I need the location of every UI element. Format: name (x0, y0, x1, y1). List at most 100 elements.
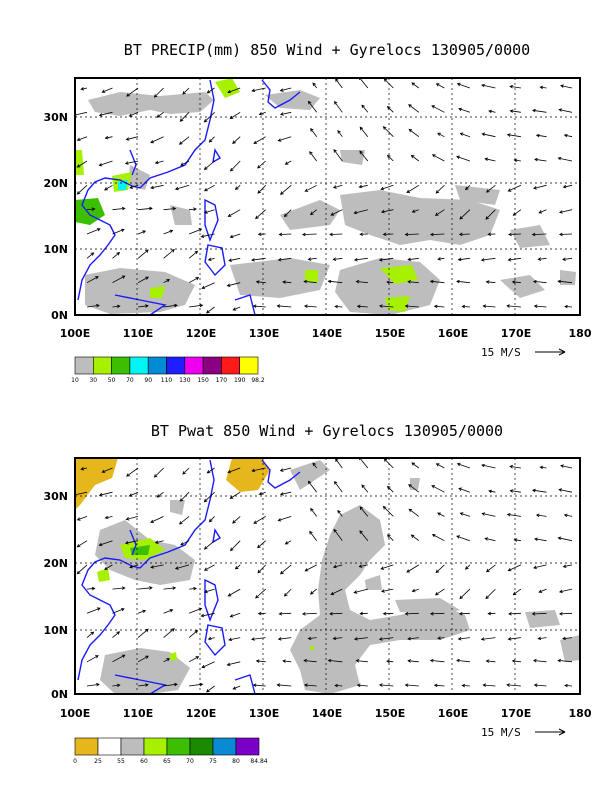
wind-vector (539, 85, 547, 90)
wind-vector (76, 540, 88, 548)
wind-vector (484, 537, 496, 542)
wind-vector (359, 530, 369, 541)
wind-vector (380, 588, 394, 593)
wind-vector (330, 209, 343, 216)
wind-vector (189, 303, 204, 308)
wind-vector (538, 588, 547, 593)
wind-vector (150, 564, 164, 569)
wind-vector (411, 588, 419, 593)
lat-label: 0N (51, 309, 68, 322)
wind-vector (277, 637, 292, 641)
colorbar-label: 150 (197, 377, 209, 384)
pwat-gridlines (75, 458, 580, 694)
wind-vector (174, 184, 190, 191)
wind-vector (80, 466, 88, 471)
wind-vector (227, 209, 241, 217)
lon-label: 110E (123, 327, 153, 340)
wind-vector (138, 586, 153, 590)
colorbar-label: 90 (144, 377, 152, 384)
wind-vector (279, 87, 292, 92)
wind-vector (557, 536, 573, 542)
wind-vector (334, 480, 343, 493)
wind-vector (456, 658, 470, 663)
wind-vector (310, 128, 318, 137)
wind-vector (257, 611, 266, 616)
wind-vector (562, 257, 573, 261)
wind-vector (458, 232, 470, 237)
wind-vector (276, 683, 292, 687)
wind-vector (560, 464, 573, 469)
wind-vector (481, 463, 496, 469)
wind-vector (309, 209, 317, 216)
lat-label: 20N (43, 177, 68, 190)
wind-vector (560, 84, 573, 89)
precip-reference-vector: 15 M/S (481, 346, 566, 359)
lon-label: 170E (501, 327, 531, 340)
wind-vector (279, 467, 292, 472)
wind-vector (539, 465, 547, 470)
pwat-panel-title: BT Pwat 850 Wind + Gyrelocs 130905/0000 (151, 422, 503, 440)
wind-vector (200, 233, 215, 238)
precip-colorbar: 10 30 50 70 90 110 130 150 170 190 98.2 (71, 356, 265, 384)
wind-vector (206, 467, 215, 474)
wind-vector (303, 683, 317, 687)
wind-vector (353, 257, 368, 262)
wind-vector (86, 655, 99, 663)
wind-vector (537, 636, 547, 641)
wind-vector (188, 277, 200, 284)
wind-vector (337, 130, 343, 137)
wind-vector (361, 484, 369, 493)
wind-vector (230, 540, 241, 552)
wind-vector (138, 683, 149, 687)
wind-vector (137, 655, 149, 663)
precip-shading (85, 90, 576, 315)
wind-vector (279, 184, 292, 195)
wind-vector (112, 206, 126, 211)
wind-vector (531, 232, 547, 237)
wind-vector (76, 516, 88, 521)
wind-vector (251, 637, 266, 641)
wind-vector (332, 636, 343, 641)
wind-vector (112, 586, 126, 590)
wind-vector (488, 109, 496, 114)
wind-vector (101, 467, 113, 473)
wind-vector (557, 156, 573, 162)
wind-vector (150, 136, 164, 144)
wind-vector (557, 279, 573, 284)
colorbar-swatch (120, 737, 145, 756)
wind-vector (506, 683, 521, 687)
wind-vector (335, 78, 343, 89)
wind-vector (461, 683, 470, 688)
wind-vector (180, 540, 190, 546)
wind-vector (359, 232, 368, 237)
wind-vector (278, 232, 292, 237)
wind-vector (234, 184, 241, 190)
lon-label: 160E (438, 707, 468, 720)
wind-vector (535, 133, 547, 138)
wind-vector (137, 276, 149, 284)
wind-vector (334, 683, 343, 688)
wind-vector (513, 538, 521, 542)
wind-vector (76, 160, 88, 168)
wind-vector (112, 654, 126, 663)
wind-vector (128, 111, 139, 117)
wind-vector (126, 467, 139, 477)
wind-vector (189, 207, 197, 212)
wind-vector (437, 636, 445, 640)
wind-vector (129, 564, 139, 569)
colorbar-label: 75 (209, 758, 217, 765)
wind-vector (189, 586, 197, 591)
wind-vector (485, 209, 496, 220)
wind-vector (257, 564, 266, 574)
lon-label: 100E (60, 327, 90, 340)
wind-vector (252, 683, 266, 687)
wind-vector (329, 611, 343, 616)
wind-vector (435, 83, 445, 89)
wind-vector (229, 111, 241, 119)
wind-vector (277, 516, 292, 522)
wind-vector (456, 279, 470, 284)
wind-vector (150, 516, 164, 523)
pwat-map-frame (74, 457, 581, 695)
wind-vector (227, 467, 241, 474)
